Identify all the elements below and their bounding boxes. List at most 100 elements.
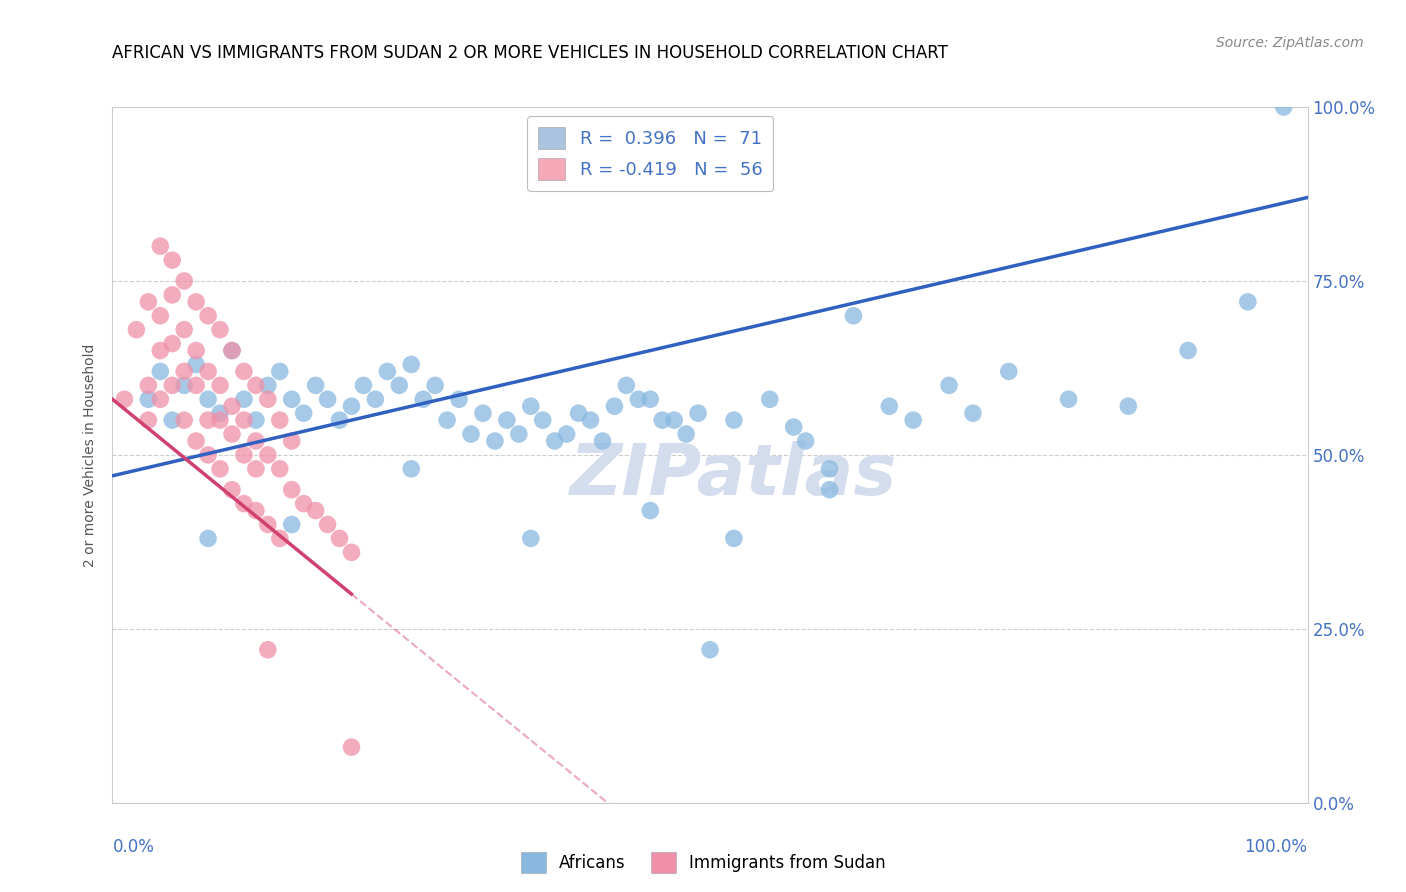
Point bbox=[162, 253, 183, 268]
Legend: Africans, Immigrants from Sudan: Africans, Immigrants from Sudan bbox=[513, 846, 893, 880]
Point bbox=[1116, 399, 1139, 413]
Point bbox=[138, 378, 160, 392]
Point bbox=[221, 343, 243, 358]
Point bbox=[245, 462, 267, 476]
Point bbox=[186, 343, 208, 358]
Point bbox=[436, 413, 458, 427]
Text: AFRICAN VS IMMIGRANTS FROM SUDAN 2 OR MORE VEHICLES IN HOUSEHOLD CORRELATION CHA: AFRICAN VS IMMIGRANTS FROM SUDAN 2 OR MO… bbox=[112, 45, 949, 62]
Point bbox=[245, 434, 267, 448]
Point bbox=[651, 413, 673, 427]
Point bbox=[471, 406, 495, 420]
Point bbox=[818, 462, 841, 476]
Point bbox=[340, 545, 363, 559]
Point bbox=[256, 392, 278, 407]
Point bbox=[759, 392, 782, 407]
Text: ZIPatlas: ZIPatlas bbox=[571, 442, 897, 510]
Point bbox=[281, 483, 304, 497]
Point bbox=[508, 427, 530, 442]
Point bbox=[197, 392, 219, 407]
Point bbox=[842, 309, 865, 323]
Y-axis label: 2 or more Vehicles in Household: 2 or more Vehicles in Household bbox=[83, 343, 97, 566]
Point bbox=[603, 399, 626, 413]
Point bbox=[412, 392, 434, 407]
Point bbox=[197, 532, 219, 546]
Point bbox=[591, 434, 613, 448]
Point bbox=[460, 427, 482, 442]
Point bbox=[245, 378, 267, 392]
Point bbox=[520, 532, 543, 546]
Point bbox=[256, 448, 278, 462]
Point bbox=[675, 427, 697, 442]
Text: Source: ZipAtlas.com: Source: ZipAtlas.com bbox=[1216, 36, 1364, 50]
Point bbox=[208, 413, 231, 427]
Point bbox=[269, 532, 291, 546]
Point bbox=[638, 392, 662, 407]
Point bbox=[531, 413, 554, 427]
Point bbox=[281, 517, 304, 532]
Point bbox=[221, 399, 243, 413]
Point bbox=[340, 740, 363, 755]
Point bbox=[269, 413, 291, 427]
Point bbox=[520, 399, 543, 413]
Point bbox=[269, 462, 291, 476]
Point bbox=[232, 448, 256, 462]
Point bbox=[125, 323, 148, 337]
Point bbox=[316, 517, 339, 532]
Point bbox=[173, 378, 195, 392]
Point bbox=[162, 288, 183, 302]
Point bbox=[877, 399, 900, 413]
Point bbox=[173, 364, 195, 378]
Point bbox=[149, 364, 172, 378]
Point bbox=[377, 364, 399, 378]
Point bbox=[186, 434, 208, 448]
Point bbox=[794, 434, 817, 448]
Point bbox=[162, 336, 183, 351]
Point bbox=[197, 364, 219, 378]
Legend: R =  0.396   N =  71, R = -0.419   N =  56: R = 0.396 N = 71, R = -0.419 N = 56 bbox=[527, 116, 773, 191]
Point bbox=[304, 503, 326, 517]
Point bbox=[245, 503, 267, 517]
Point bbox=[1057, 392, 1080, 407]
Point bbox=[903, 413, 925, 427]
Point bbox=[328, 532, 352, 546]
Point bbox=[292, 497, 315, 511]
Point bbox=[555, 427, 578, 442]
Point bbox=[256, 517, 278, 532]
Point bbox=[232, 497, 256, 511]
Point bbox=[998, 364, 1021, 378]
Point bbox=[292, 406, 315, 420]
Point bbox=[149, 343, 172, 358]
Point bbox=[149, 239, 172, 253]
Point bbox=[638, 503, 662, 517]
Point bbox=[245, 413, 267, 427]
Point bbox=[1272, 100, 1295, 114]
Point bbox=[723, 532, 745, 546]
Point bbox=[138, 294, 160, 309]
Point bbox=[401, 462, 423, 476]
Point bbox=[256, 378, 278, 392]
Point bbox=[664, 413, 686, 427]
Point bbox=[114, 392, 135, 407]
Point bbox=[364, 392, 387, 407]
Point bbox=[699, 642, 721, 657]
Point bbox=[149, 309, 172, 323]
Point bbox=[162, 378, 183, 392]
Point bbox=[496, 413, 519, 427]
Point bbox=[723, 413, 745, 427]
Point bbox=[1177, 343, 1199, 358]
Point bbox=[304, 378, 326, 392]
Point bbox=[221, 483, 243, 497]
Point bbox=[340, 399, 363, 413]
Point bbox=[197, 413, 219, 427]
Point bbox=[484, 434, 506, 448]
Point bbox=[627, 392, 650, 407]
Point bbox=[197, 309, 219, 323]
Point bbox=[221, 427, 243, 442]
Point bbox=[281, 392, 304, 407]
Point bbox=[208, 406, 231, 420]
Point bbox=[352, 378, 374, 392]
Point bbox=[173, 274, 195, 288]
Point bbox=[208, 462, 231, 476]
Point bbox=[138, 413, 160, 427]
Point bbox=[208, 378, 231, 392]
